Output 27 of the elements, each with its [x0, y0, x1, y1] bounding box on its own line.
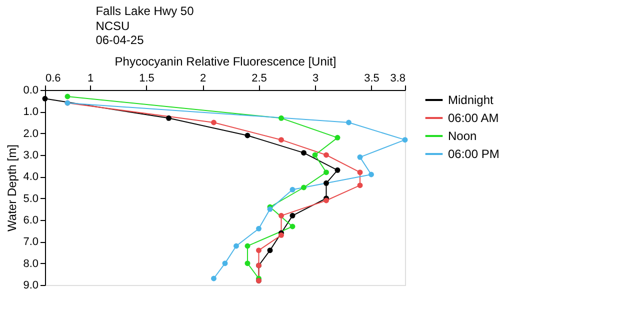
x-tick-label: 3.8: [390, 72, 406, 84]
y-tick-label: 0.0: [23, 84, 38, 96]
x-tick-label: 1: [87, 72, 94, 84]
x-tick-label: 0.6: [46, 72, 61, 84]
y-tick-label: 6.0: [23, 214, 38, 226]
y-tick-label: 1.0: [23, 106, 38, 118]
y-tick-label: 4.0: [23, 171, 38, 184]
legend-label: 06:00 AM: [448, 111, 499, 125]
legend-label: 06:00 PM: [448, 147, 500, 161]
y-tick-label: 3.0: [23, 150, 38, 162]
x-axis-title: Phycocyanin Relative Fluorescence [Unit]: [114, 54, 336, 68]
legend-label: Midnight: [448, 93, 494, 107]
y-tick-label: 8.0: [23, 258, 38, 270]
legend-label: Noon: [448, 129, 477, 143]
y-tick-label: 2.0: [23, 128, 38, 140]
y-axis-title: Water Depth [m]: [5, 144, 20, 232]
chart-subtitle: NCSU: [96, 19, 130, 33]
x-tick-label: 2.5: [252, 72, 267, 84]
y-tick-label: 7.0: [23, 236, 38, 248]
x-tick-label: 3.5: [364, 72, 380, 84]
x-tick-label: 1.5: [139, 72, 154, 84]
chart-title: Falls Lake Hwy 50: [96, 4, 194, 18]
y-tick-label: 5.0: [23, 192, 38, 205]
y-tick-label: 9.0: [23, 280, 38, 292]
text: 06-04-25: [96, 33, 144, 47]
x-tick-label: 2: [200, 72, 206, 84]
x-tick-label: 3: [312, 72, 319, 84]
